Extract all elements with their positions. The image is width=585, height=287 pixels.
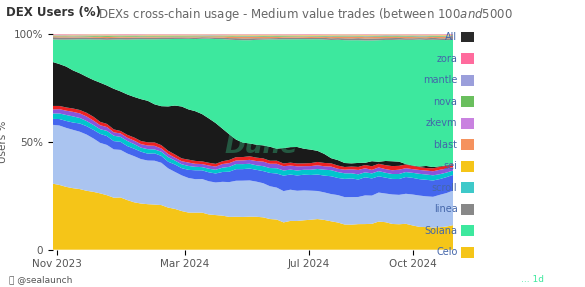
Text: zkevm: zkevm [426,118,457,128]
Text: ... 1d: ... 1d [521,275,544,284]
Text: 🔷 @sealaunch: 🔷 @sealaunch [9,275,72,284]
Text: Celo: Celo [436,247,457,257]
Text: linea: linea [433,204,457,214]
Text: mantle: mantle [423,75,457,85]
Text: blast: blast [433,140,457,150]
Text: DEX Users (%): DEX Users (%) [6,6,101,19]
Text: nova: nova [433,97,457,106]
Y-axis label: Users %: Users % [0,121,8,163]
Text: sei: sei [443,161,457,171]
Text: DEXs cross-chain usage - Medium value trades (between $100 and $5000: DEXs cross-chain usage - Medium value tr… [91,6,512,23]
Text: zora: zora [436,54,457,63]
Text: All: All [445,32,457,42]
Text: Dune: Dune [225,134,298,158]
Text: scroll: scroll [432,183,457,193]
Text: Solana: Solana [425,226,457,236]
